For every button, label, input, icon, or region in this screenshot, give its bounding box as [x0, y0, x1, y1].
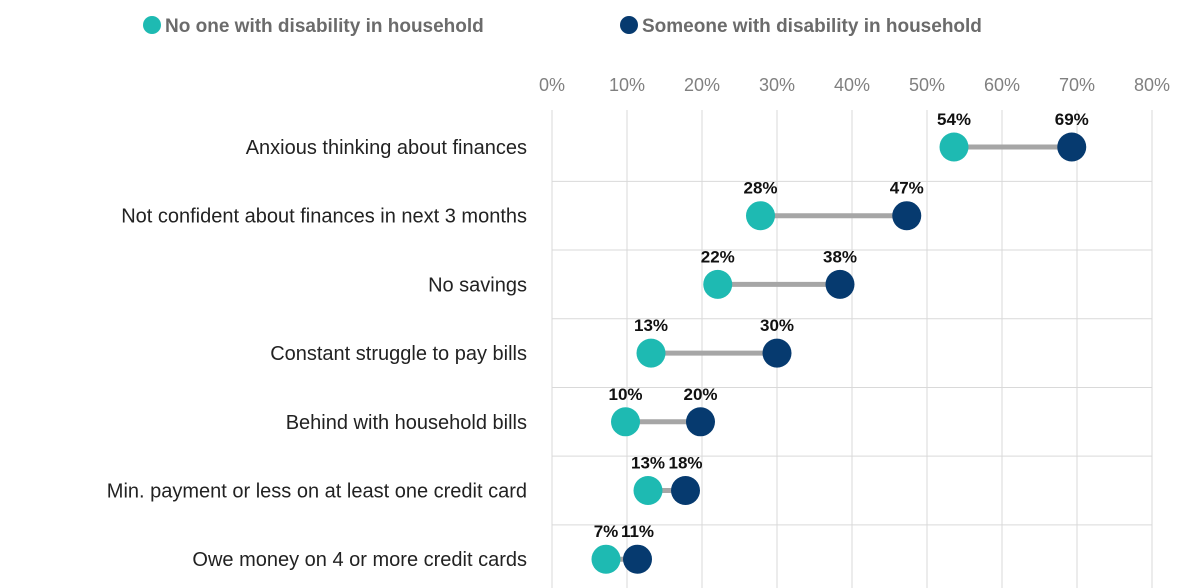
category-label: Min. payment or less on at least one cre…: [107, 481, 527, 503]
x-tick-label: 50%: [909, 75, 945, 95]
legend-item-with-disability: Someone with disability in household: [620, 16, 982, 37]
x-tick-label: 20%: [684, 75, 720, 95]
point-with-disability: [825, 269, 855, 299]
point-no-disability: [636, 338, 666, 368]
data-label-no-disability: 54%: [937, 110, 971, 129]
data-label-with-disability: 38%: [823, 247, 857, 266]
category-label: No savings: [428, 274, 527, 296]
legend-label-no-disability: No one with disability in household: [165, 16, 484, 37]
category-label: Not confident about finances in next 3 m…: [121, 206, 527, 228]
data-label-no-disability: 13%: [631, 454, 665, 473]
legend: No one with disability in household Some…: [143, 16, 982, 37]
point-with-disability: [892, 201, 922, 231]
data-points: [591, 132, 1087, 574]
legend-marker-no-disability: [143, 16, 161, 34]
point-no-disability: [611, 407, 640, 437]
data-label-with-disability: 11%: [621, 522, 654, 541]
point-with-disability: [686, 407, 715, 437]
legend-marker-with-disability: [620, 16, 638, 34]
point-no-disability: [746, 201, 775, 231]
point-no-disability: [633, 476, 663, 505]
legend-label-with-disability: Someone with disability in household: [642, 16, 982, 37]
x-axis-ticks: 0% 10% 20% 30% 40% 50% 60% 70% 80%: [539, 75, 1170, 95]
x-tick-label: 0%: [539, 75, 565, 95]
gridlines: [551, 110, 1153, 588]
data-label-with-disability: 30%: [760, 316, 794, 335]
data-label-with-disability: 20%: [683, 385, 717, 404]
legend-item-no-disability: No one with disability in household: [143, 16, 484, 37]
point-no-disability: [703, 269, 733, 299]
point-with-disability: [762, 338, 792, 368]
category-label: Constant struggle to pay bills: [270, 343, 527, 365]
x-tick-label: 60%: [984, 75, 1020, 95]
category-labels: Anxious thinking about finances Not confi…: [107, 137, 527, 571]
category-label: Behind with household bills: [286, 412, 527, 434]
category-label: Owe money on 4 or more credit cards: [192, 549, 527, 571]
data-label-with-disability: 18%: [668, 454, 702, 473]
data-label-no-disability: 7%: [594, 522, 619, 541]
point-no-disability: [939, 132, 969, 162]
category-label: Anxious thinking about finances: [246, 137, 527, 159]
point-with-disability: [671, 476, 700, 505]
x-tick-label: 40%: [834, 75, 870, 95]
data-label-with-disability: 47%: [890, 179, 924, 198]
point-with-disability: [1057, 132, 1087, 162]
data-label-no-disability: 10%: [608, 385, 642, 404]
point-no-disability: [591, 544, 621, 574]
data-label-with-disability: 69%: [1055, 110, 1089, 129]
point-with-disability: [623, 544, 652, 574]
x-tick-label: 30%: [759, 75, 795, 95]
x-tick-label: 70%: [1059, 75, 1095, 95]
data-labels: 54% 69%28% 47%22% 38%13% 30%10% 20%13% 18%7% 11…: [594, 110, 1089, 541]
x-tick-label: 80%: [1134, 75, 1170, 95]
data-label-no-disability: 13%: [634, 316, 668, 335]
x-tick-label: 10%: [609, 75, 645, 95]
data-label-no-disability: 28%: [743, 179, 777, 198]
data-label-no-disability: 22%: [701, 247, 735, 266]
